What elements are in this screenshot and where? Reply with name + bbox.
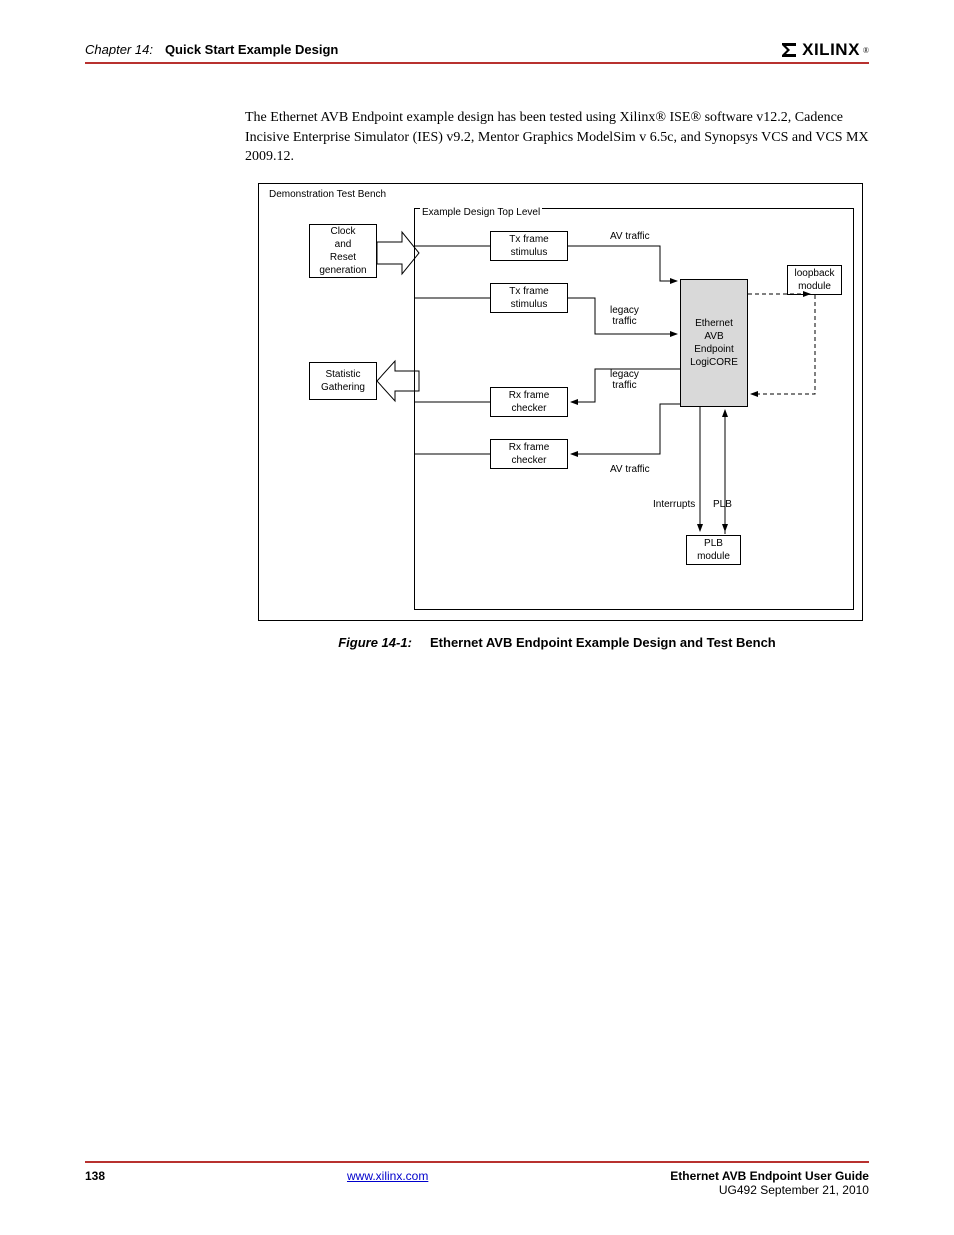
example-design-label: Example Design Top Level [420, 207, 542, 218]
chapter-label: Chapter 14: [85, 42, 153, 57]
legacy-top-label: legacy traffic [610, 305, 639, 327]
av-traffic-bottom-label: AV traffic [610, 464, 650, 475]
legacy-bottom-label: legacy traffic [610, 369, 639, 391]
logo-text: XILINX [802, 40, 860, 60]
rx-checker-2-box: Rx frame checker [490, 439, 568, 469]
av-traffic-top-label: AV traffic [610, 231, 650, 242]
ethernet-label: Ethernet AVB Endpoint LogiCORE [690, 317, 738, 369]
clock-label: Clock and Reset generation [319, 225, 366, 277]
tx-stimulus-1-box: Tx frame stimulus [490, 231, 568, 261]
rx1-label: Rx frame checker [509, 389, 550, 415]
figure-caption: Figure 14-1: Ethernet AVB Endpoint Examp… [245, 635, 869, 650]
statistic-label: Statistic Gathering [321, 368, 365, 394]
figure-title: Ethernet AVB Endpoint Example Design and… [430, 635, 776, 650]
header-rule [85, 62, 869, 64]
footer-content: 138 www.xilinx.com Ethernet AVB Endpoint… [85, 1169, 869, 1197]
rx2-label: Rx frame checker [509, 441, 550, 467]
tx1-label: Tx frame stimulus [509, 233, 548, 259]
tx-stimulus-2-box: Tx frame stimulus [490, 283, 568, 313]
demo-bench-label: Demonstration Test Bench [269, 189, 386, 200]
chapter-title: Quick Start Example Design [165, 42, 338, 57]
ethernet-avb-box: Ethernet AVB Endpoint LogiCORE [680, 279, 748, 407]
footer-link[interactable]: www.xilinx.com [347, 1169, 428, 1183]
tx2-label: Tx frame stimulus [509, 285, 548, 311]
figure-number: Figure 14-1: [338, 635, 412, 650]
plb-arrow-label: PLB [713, 499, 732, 510]
body-paragraph: The Ethernet AVB Endpoint example design… [245, 108, 869, 167]
footer-right: Ethernet AVB Endpoint User Guide UG492 S… [670, 1169, 869, 1197]
sigma-icon [781, 42, 799, 58]
statistic-box: Statistic Gathering [309, 362, 377, 400]
chapter-info: Chapter 14: Quick Start Example Design [85, 41, 338, 59]
doc-title: Ethernet AVB Endpoint User Guide [670, 1169, 869, 1183]
clock-reset-box: Clock and Reset generation [309, 224, 377, 278]
loopback-label: loopback module [794, 267, 834, 293]
footer-rule [85, 1161, 869, 1163]
registered-icon: ® [863, 46, 869, 55]
loopback-box: loopback module [787, 265, 842, 295]
rx-checker-1-box: Rx frame checker [490, 387, 568, 417]
plb-box: PLB module [686, 535, 741, 565]
example-design-box: Example Design Top Level Tx frame stimul… [414, 208, 854, 610]
doc-info: UG492 September 21, 2010 [670, 1183, 869, 1197]
page-number: 138 [85, 1169, 105, 1197]
xilinx-logo: XILINX ® [781, 40, 869, 60]
diagram: Demonstration Test Bench Clock and Reset… [258, 183, 863, 621]
interrupts-label: Interrupts [653, 499, 695, 510]
plb-label: PLB module [697, 537, 730, 563]
page-footer: 138 www.xilinx.com Ethernet AVB Endpoint… [85, 1161, 869, 1197]
